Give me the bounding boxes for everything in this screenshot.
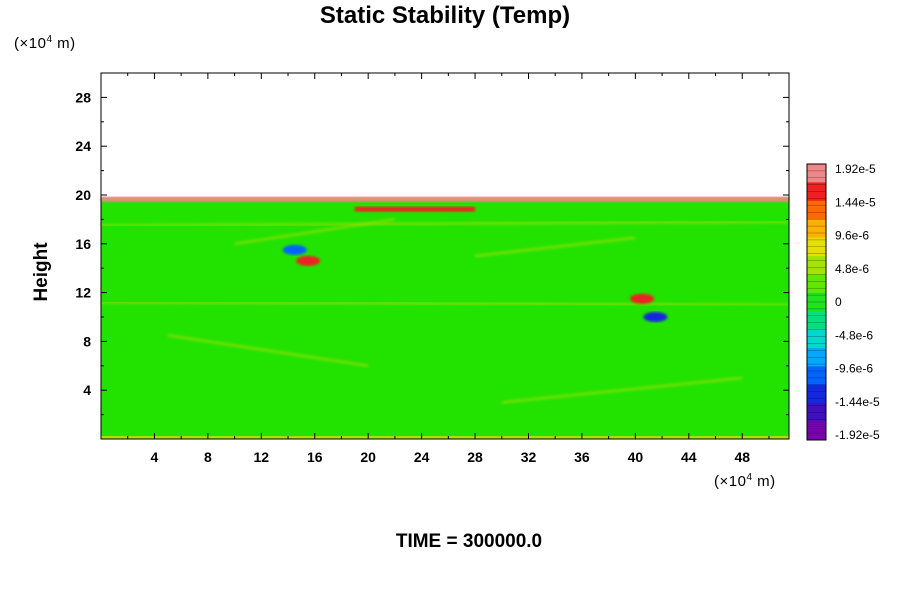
colorbar-label: 4.8e-6 bbox=[835, 262, 869, 276]
surface-layer bbox=[101, 436, 789, 439]
y-tick-label: 24 bbox=[75, 138, 91, 154]
colorbar: 1.92e-5 1.44e-5 9.6e-6 4.8e-6 0 -4.8e-6 -9.6e-… bbox=[806, 162, 880, 442]
plot-area bbox=[100, 197, 790, 439]
x-tick-label: 20 bbox=[360, 449, 376, 465]
x-tick-label: 4 bbox=[151, 449, 159, 465]
x-tick-label: 44 bbox=[681, 449, 697, 465]
colorbar-swatch bbox=[807, 384, 826, 404]
colorbar-frame bbox=[806, 163, 827, 441]
colorbar-label: -1.92e-5 bbox=[835, 428, 880, 442]
field-streak bbox=[100, 220, 790, 227]
chart-title: Static Stability (Temp) bbox=[319, 2, 571, 29]
heatmap-features bbox=[101, 196, 789, 322]
feature-band bbox=[101, 196, 789, 202]
colorbar-swatch bbox=[807, 274, 826, 294]
x-tick-label: 12 bbox=[254, 449, 270, 465]
x-tick-label: 36 bbox=[574, 449, 590, 465]
feature-blob bbox=[282, 244, 307, 255]
colorbar-label: 9.6e-6 bbox=[835, 229, 869, 243]
y-tick-label: 28 bbox=[75, 89, 91, 105]
y-tick-label: 20 bbox=[75, 187, 91, 203]
colorbar-label: -1.44e-5 bbox=[835, 395, 880, 409]
colorbar-swatch bbox=[807, 256, 826, 275]
y-unit-label: (×104 m) bbox=[14, 34, 76, 52]
field-streak bbox=[234, 217, 396, 246]
colorbar-swatch bbox=[807, 219, 826, 238]
x-tick-label: 24 bbox=[414, 449, 430, 465]
x-tick-label: 16 bbox=[307, 449, 323, 465]
field-background bbox=[101, 197, 789, 439]
field-streak bbox=[100, 300, 790, 307]
x-unit-label: (×104 m) bbox=[714, 472, 776, 490]
y-tick-label: 4 bbox=[83, 382, 91, 398]
field-streak bbox=[474, 236, 636, 258]
x-tick-label: 48 bbox=[734, 449, 750, 465]
colorbar-swatch bbox=[807, 164, 826, 183]
x-tick-label: 40 bbox=[628, 449, 644, 465]
colorbar-label: -4.8e-6 bbox=[835, 328, 873, 342]
x-tick-label: 8 bbox=[204, 449, 212, 465]
colorbar-label: -9.6e-6 bbox=[835, 362, 873, 376]
y-tick-label: 16 bbox=[75, 236, 91, 252]
colorbar-swatch bbox=[807, 366, 826, 386]
field-streak bbox=[501, 376, 743, 404]
y-tick-label: 8 bbox=[83, 333, 91, 349]
colorbar-label: 1.44e-5 bbox=[835, 195, 876, 209]
feature-blob bbox=[296, 255, 321, 266]
colorbar-swatch bbox=[807, 329, 826, 349]
colorbar-swatch bbox=[807, 200, 826, 220]
x-tick-label: 32 bbox=[521, 449, 537, 465]
field-streak bbox=[167, 333, 369, 368]
colorbar-label: 1.92e-5 bbox=[835, 162, 876, 176]
feature-blob bbox=[630, 293, 655, 304]
y-tick-label: 12 bbox=[75, 285, 91, 301]
time-label: TIME = 300000.0 bbox=[395, 531, 543, 552]
plot-frame bbox=[100, 72, 790, 440]
colorbar-swatch bbox=[807, 311, 826, 330]
x-tick-label: 28 bbox=[467, 449, 483, 465]
feature-band bbox=[354, 206, 476, 212]
colorbar-label: 0 bbox=[835, 295, 842, 309]
feature-blob bbox=[643, 312, 668, 322]
colorbar-swatch bbox=[807, 421, 826, 441]
